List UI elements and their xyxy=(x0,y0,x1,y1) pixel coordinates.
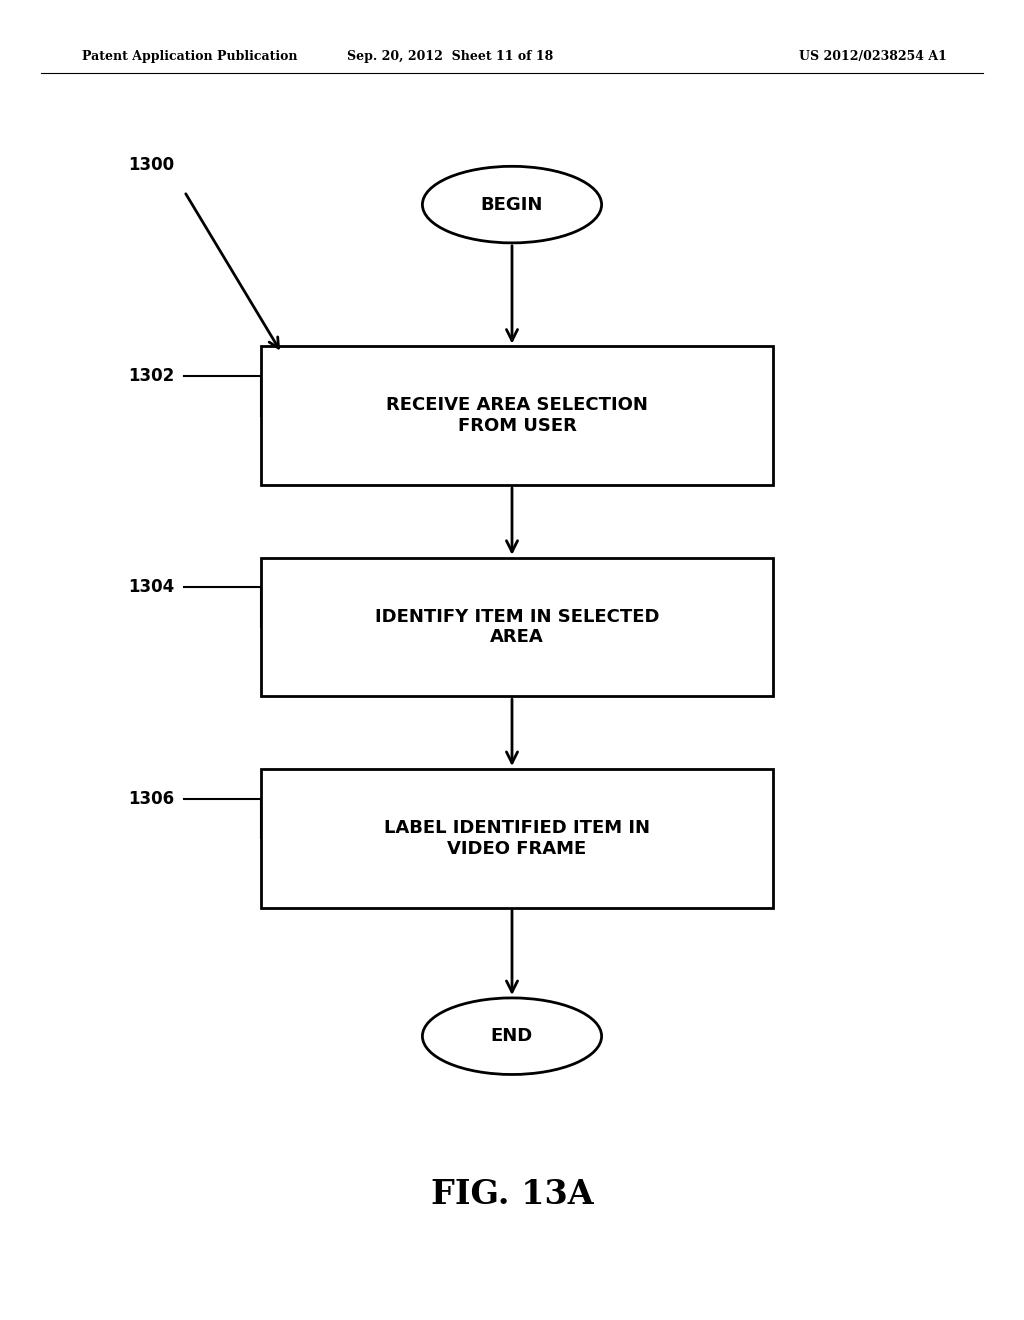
Text: BEGIN: BEGIN xyxy=(481,195,543,214)
Text: LABEL IDENTIFIED ITEM IN
VIDEO FRAME: LABEL IDENTIFIED ITEM IN VIDEO FRAME xyxy=(384,818,650,858)
Text: Sep. 20, 2012  Sheet 11 of 18: Sep. 20, 2012 Sheet 11 of 18 xyxy=(347,50,554,63)
Text: 1304: 1304 xyxy=(128,578,174,597)
Text: FIG. 13A: FIG. 13A xyxy=(431,1177,593,1212)
Text: 1302: 1302 xyxy=(128,367,174,385)
Text: 1306: 1306 xyxy=(128,789,174,808)
Text: END: END xyxy=(490,1027,534,1045)
Text: RECEIVE AREA SELECTION
FROM USER: RECEIVE AREA SELECTION FROM USER xyxy=(386,396,648,436)
Text: IDENTIFY ITEM IN SELECTED
AREA: IDENTIFY ITEM IN SELECTED AREA xyxy=(375,607,659,647)
Text: US 2012/0238254 A1: US 2012/0238254 A1 xyxy=(799,50,946,63)
Text: 1300: 1300 xyxy=(128,156,174,174)
Text: Patent Application Publication: Patent Application Publication xyxy=(82,50,297,63)
